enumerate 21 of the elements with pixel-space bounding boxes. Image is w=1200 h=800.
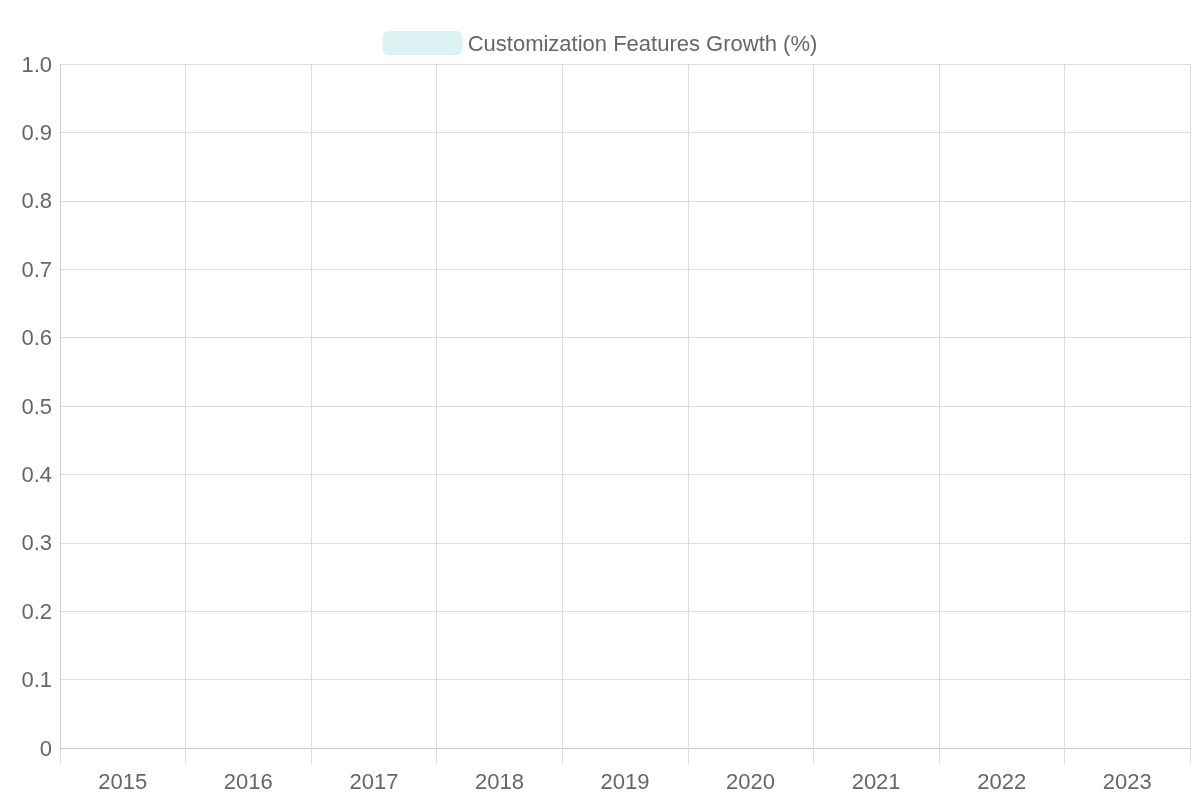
legend-label: Customization Features Growth (%) [467, 30, 818, 56]
y-tick-label: 1.0 [21, 51, 52, 77]
x-tick-label: 2021 [851, 768, 901, 794]
x-tick-label: 2023 [1102, 768, 1152, 794]
y-tick-label: 0.2 [21, 598, 52, 624]
y-tick-label: 0.8 [21, 188, 52, 214]
y-tick-label: 0 [39, 735, 52, 761]
x-tick-label: 2019 [600, 768, 650, 794]
y-tick-label: 0.3 [21, 530, 52, 556]
y-tick-label: 0.4 [21, 461, 52, 487]
x-tick-label: 2016 [223, 768, 273, 794]
y-tick-label: 0.6 [21, 325, 52, 351]
y-tick-label: 0.7 [21, 256, 52, 282]
x-tick-label: 2020 [726, 768, 776, 794]
y-tick-label: 0.5 [21, 393, 52, 419]
y-tick-label: 0.9 [21, 119, 52, 145]
y-tick-label: 0.1 [21, 667, 52, 693]
x-tick-label: 2017 [349, 768, 399, 794]
x-tick-label: 2015 [98, 768, 148, 794]
x-tick-label: 2018 [474, 768, 524, 794]
x-tick-label: 2022 [977, 768, 1027, 794]
